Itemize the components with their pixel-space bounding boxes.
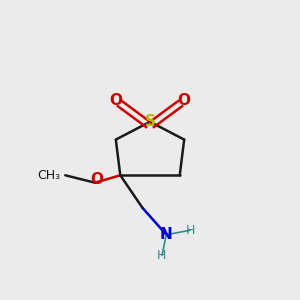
Text: O: O	[178, 94, 191, 109]
Text: H: H	[185, 224, 195, 237]
Text: H: H	[157, 249, 167, 262]
Text: CH₃: CH₃	[38, 169, 61, 182]
Text: S: S	[145, 114, 155, 129]
Text: O: O	[109, 94, 122, 109]
Text: O: O	[90, 172, 103, 187]
Text: N: N	[160, 227, 173, 242]
